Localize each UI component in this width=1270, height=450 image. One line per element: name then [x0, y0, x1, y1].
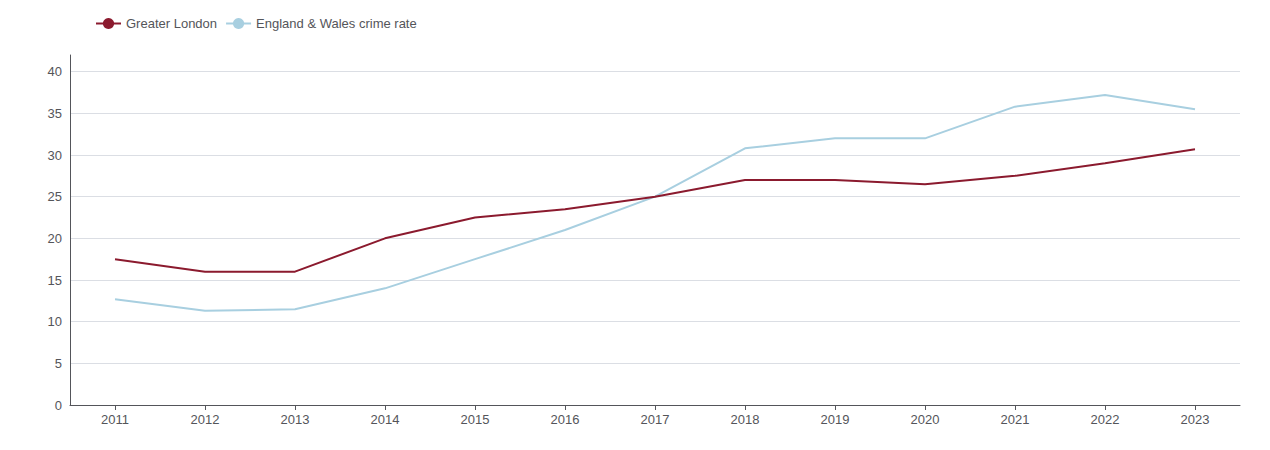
svg-text:25: 25 [48, 189, 62, 204]
svg-text:10: 10 [48, 314, 62, 329]
svg-text:2023: 2023 [1181, 412, 1210, 427]
svg-text:2011: 2011 [101, 412, 129, 427]
svg-text:2016: 2016 [551, 412, 580, 427]
svg-text:2017: 2017 [641, 412, 670, 427]
svg-text:30: 30 [48, 148, 62, 163]
svg-text:2015: 2015 [461, 412, 490, 427]
svg-text:2018: 2018 [731, 412, 760, 427]
svg-text:0: 0 [55, 398, 62, 413]
svg-text:2013: 2013 [281, 412, 310, 427]
svg-text:2019: 2019 [821, 412, 850, 427]
svg-text:5: 5 [55, 356, 62, 371]
svg-text:2014: 2014 [371, 412, 400, 427]
svg-text:20: 20 [48, 231, 62, 246]
svg-text:2021: 2021 [1001, 412, 1030, 427]
svg-text:England & Wales crime rate: England & Wales crime rate [256, 16, 417, 31]
svg-text:2012: 2012 [191, 412, 220, 427]
svg-text:Greater London: Greater London [126, 16, 217, 31]
svg-text:15: 15 [48, 273, 62, 288]
svg-text:40: 40 [48, 64, 62, 79]
svg-text:35: 35 [48, 106, 62, 121]
svg-text:2020: 2020 [911, 412, 940, 427]
svg-text:2022: 2022 [1091, 412, 1120, 427]
